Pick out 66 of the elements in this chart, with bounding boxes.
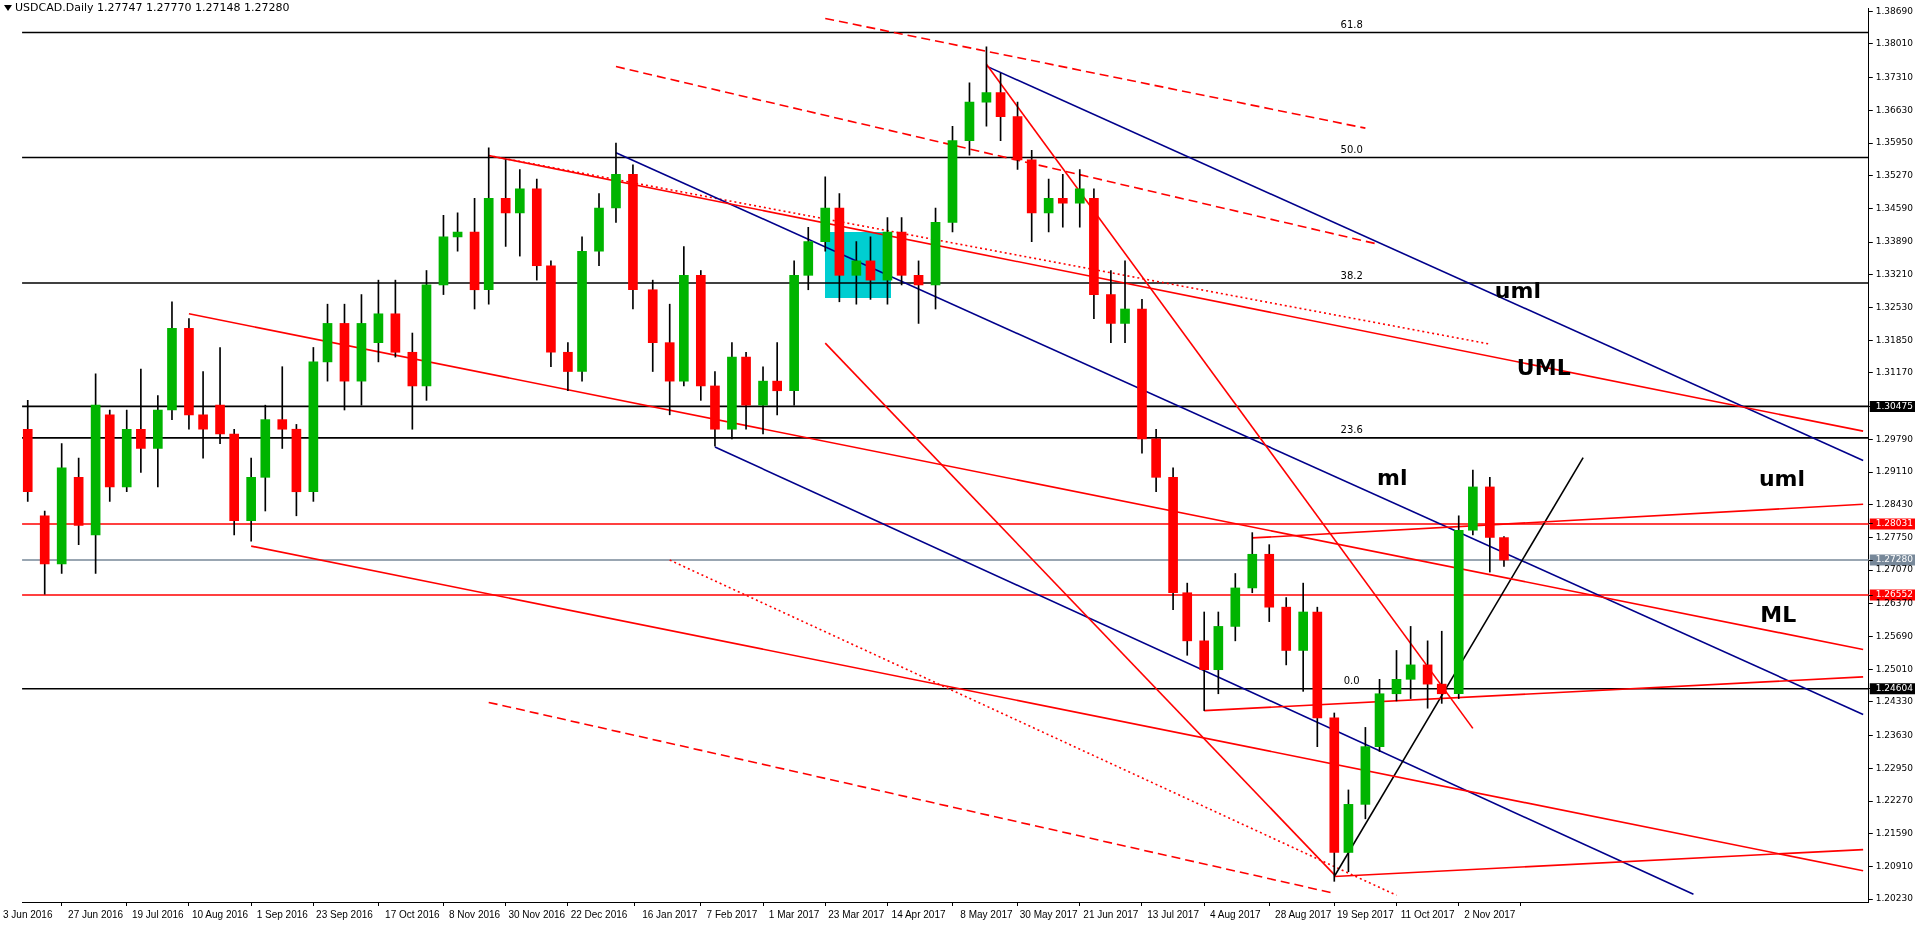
x-tick-label: 22 Dec 2016 xyxy=(570,908,628,920)
x-tick-label: 14 Apr 2017 xyxy=(891,908,946,920)
y-tick-label: 1.21590 xyxy=(1875,828,1914,839)
y-tick-label: 1.27750 xyxy=(1875,531,1914,542)
y-tick-label: 1.38690 xyxy=(1875,5,1914,16)
y-tick-label: 1.29790 xyxy=(1875,433,1914,444)
x-tick-label: 3 Jun 2016 xyxy=(2,908,53,920)
x-tick-label: 30 May 2017 xyxy=(1019,908,1078,920)
x-tick-label: 13 Jul 2017 xyxy=(1147,908,1200,920)
y-tick-label: 1.29110 xyxy=(1875,466,1914,477)
y-tick-label: 1.33890 xyxy=(1875,236,1914,247)
annotation: 23.6 xyxy=(1340,424,1363,436)
y-tick-label: 1.25690 xyxy=(1875,630,1914,641)
y-tick-label: 1.25010 xyxy=(1875,663,1914,674)
annotation: 61.8 xyxy=(1340,19,1363,31)
x-tick-label: 28 Aug 2017 xyxy=(1275,908,1332,920)
x-tick-label: 19 Sep 2017 xyxy=(1337,908,1395,920)
chart-title: USDCAD.Daily 1.27747 1.27770 1.27148 1.27280 xyxy=(15,1,290,14)
annotation: ml xyxy=(1377,465,1408,491)
y-tick-label: 1.24330 xyxy=(1875,696,1914,707)
annotation: uml xyxy=(1494,278,1541,304)
y-tick-label: 1.31850 xyxy=(1875,334,1914,345)
x-tick-label: 27 Jun 2016 xyxy=(68,908,124,920)
x-tick-label: 23 Sep 2016 xyxy=(316,908,374,920)
y-tick-label: 1.28430 xyxy=(1875,499,1914,510)
y-tick-label: 1.28031 xyxy=(1875,518,1913,529)
y-tick-label: 1.35950 xyxy=(1875,137,1914,148)
x-tick-label: 4 Aug 2017 xyxy=(1210,908,1262,920)
x-tick-label: 30 Nov 2016 xyxy=(508,908,566,920)
y-tick-label: 1.33210 xyxy=(1875,269,1914,280)
y-tick-label: 1.37310 xyxy=(1875,72,1914,82)
y-tick-label: 1.23630 xyxy=(1875,729,1914,740)
annotation: 50.0 xyxy=(1340,144,1363,156)
y-tick-label: 1.27070 xyxy=(1875,564,1914,575)
y-tick-label: 1.22950 xyxy=(1875,762,1914,773)
y-tick-label: 1.20230 xyxy=(1875,893,1914,904)
annotation: uml xyxy=(1758,465,1806,491)
y-tick-label: 1.22270 xyxy=(1875,795,1914,806)
y-tick-label: 1.35270 xyxy=(1875,170,1914,181)
y-tick-label: 1.26370 xyxy=(1875,598,1914,609)
x-tick-label: 21 Jun 2017 xyxy=(1083,908,1139,920)
x-tick-label: 7 Feb 2017 xyxy=(706,908,758,920)
y-tick-label: 1.38010 xyxy=(1875,38,1914,49)
y-tick-label: 1.32530 xyxy=(1875,301,1914,312)
y-tick-label: 1.34590 xyxy=(1875,202,1914,213)
y-tick-label: 1.20910 xyxy=(1875,860,1914,871)
y-tick-label: 1.36630 xyxy=(1875,104,1914,115)
x-tick-label: 1 Sep 2016 xyxy=(256,908,309,920)
x-tick-label: 16 Jan 2017 xyxy=(642,908,698,920)
y-tick-label: 1.26552 xyxy=(1875,589,1913,600)
y-tick-label: 1.31170 xyxy=(1875,367,1914,378)
x-tick-label: 23 Mar 2017 xyxy=(828,908,885,920)
annotation: 0.0 xyxy=(1343,675,1360,687)
y-tick-label: 1.24604 xyxy=(1875,683,1914,694)
x-tick-label: 1 Mar 2017 xyxy=(768,908,820,920)
y-tick-label: 1.27280 xyxy=(1875,554,1914,565)
x-tick-label: 10 Aug 2016 xyxy=(191,908,249,920)
annotation: ML xyxy=(1760,601,1797,627)
x-tick-label: 8 Nov 2016 xyxy=(448,908,501,920)
x-tick-label: 17 Oct 2016 xyxy=(385,908,441,920)
y-tick-label: 1.30475 xyxy=(1875,400,1913,411)
annotation: 38.2 xyxy=(1340,269,1363,281)
x-tick-label: 19 Jul 2016 xyxy=(131,908,185,920)
x-tick-label: 2 Nov 2017 xyxy=(1464,908,1516,920)
x-tick-label: 8 May 2017 xyxy=(960,908,1013,920)
x-tick-label: 11 Oct 2017 xyxy=(1400,908,1455,920)
